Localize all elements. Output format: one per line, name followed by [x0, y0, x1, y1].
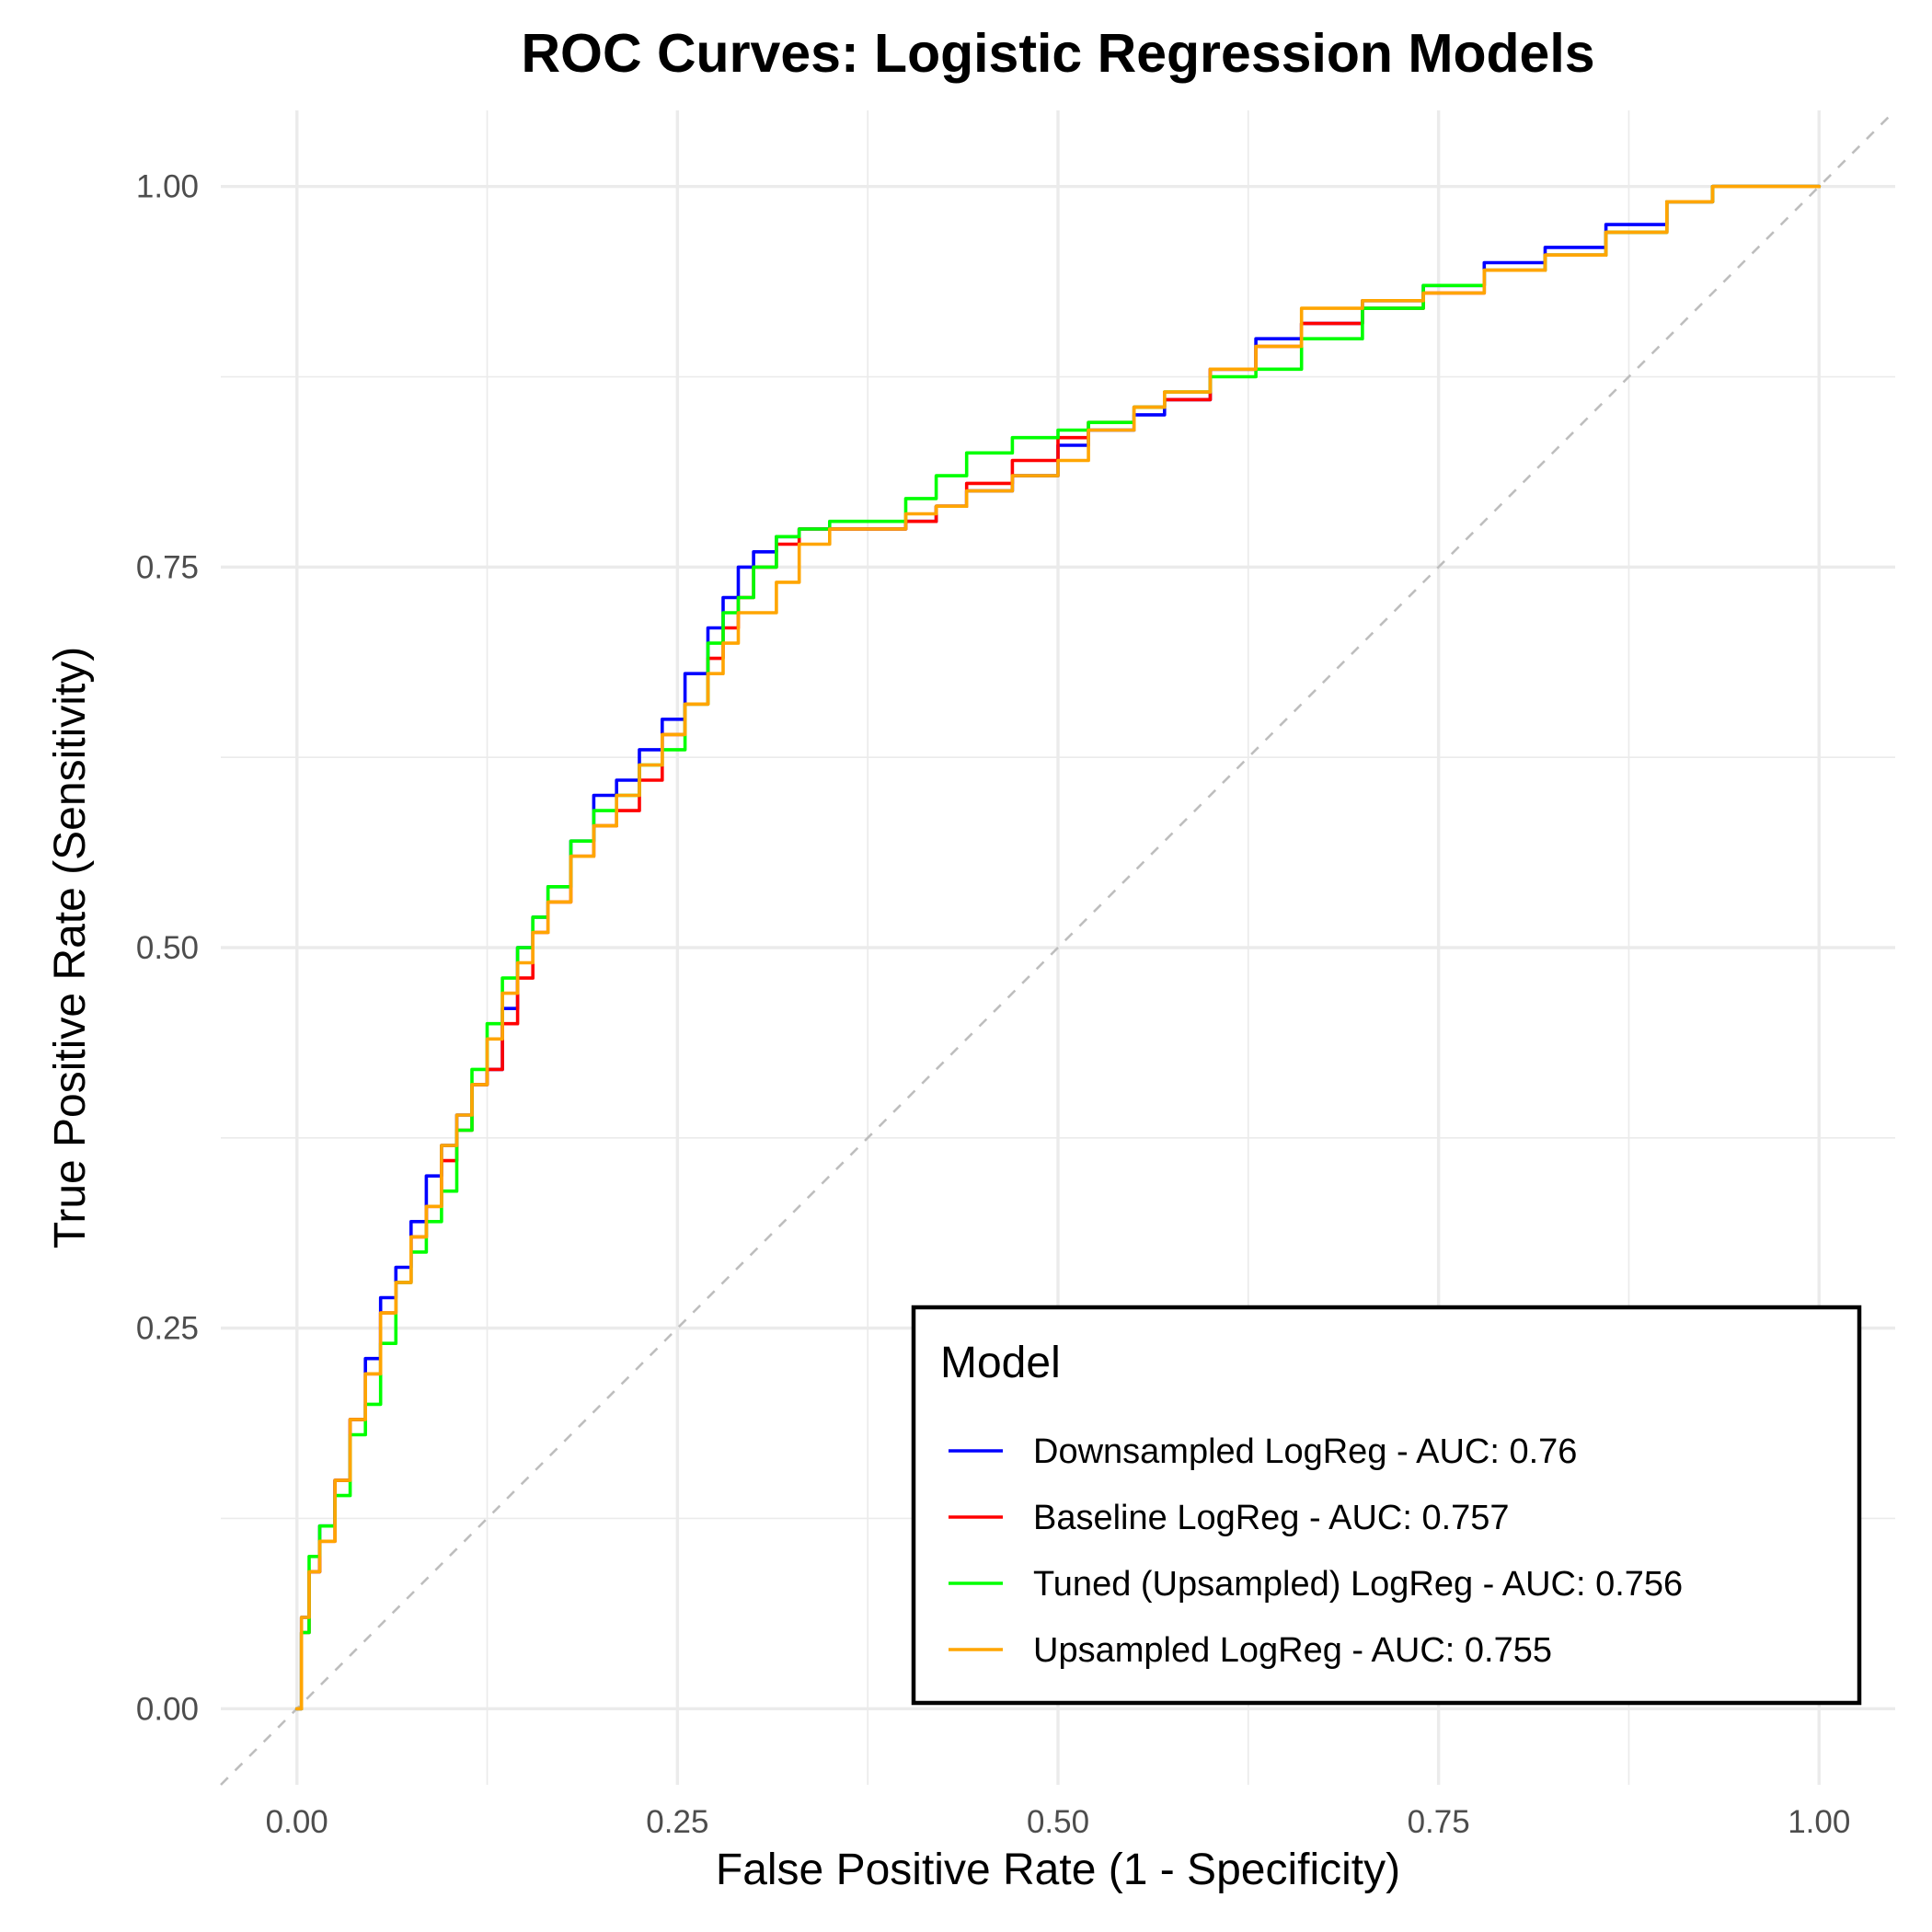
x-tick-label: 0.25: [646, 1804, 708, 1840]
tick-labels: 0.00 0.25 0.50 0.75 1.00 0.00 0.25 0.50 0.75 1.00: [136, 169, 1850, 1840]
legend: Model Downsampled LogReg - AUC: 0.76 Base…: [911, 1305, 1862, 1706]
reference-diagonal: [220, 109, 1896, 1786]
y-tick-label: 0.50: [136, 930, 199, 966]
series-line-4: [294, 184, 1822, 1711]
reference-diagonal-line: [220, 109, 1896, 1786]
x-tick-label: 1.00: [1788, 1804, 1850, 1840]
chart-title: ROC Curves: Logistic Regression Models: [521, 23, 1594, 84]
legend-label-3: Tuned (Upsampled) LogReg - AUC: 0.756: [1033, 1565, 1683, 1604]
x-tick-label: 0.75: [1408, 1804, 1470, 1840]
x-axis-title: False Positive Rate (1 - Specificity): [716, 1846, 1400, 1894]
x-tick-label: 0.00: [266, 1804, 328, 1840]
legend-title: Model: [940, 1339, 1061, 1387]
y-tick-label: 0.00: [136, 1691, 199, 1727]
legend-box: [911, 1305, 1862, 1706]
legend-label-4: Upsampled LogReg - AUC: 0.755: [1033, 1631, 1552, 1670]
y-tick-label: 0.75: [136, 549, 199, 585]
y-tick-label: 0.25: [136, 1311, 199, 1347]
legend-label-2: Baseline LogReg - AUC: 0.757: [1033, 1499, 1510, 1537]
series-group: [294, 184, 1822, 1711]
y-axis-title: True Positive Rate (Sensitivity): [46, 647, 95, 1248]
legend-label-1: Downsampled LogReg - AUC: 0.76: [1033, 1432, 1577, 1471]
x-tick-label: 0.50: [1027, 1804, 1089, 1840]
legend-items: Downsampled LogReg - AUC: 0.76 Baseline L…: [949, 1432, 1683, 1670]
y-tick-label: 1.00: [136, 169, 199, 205]
